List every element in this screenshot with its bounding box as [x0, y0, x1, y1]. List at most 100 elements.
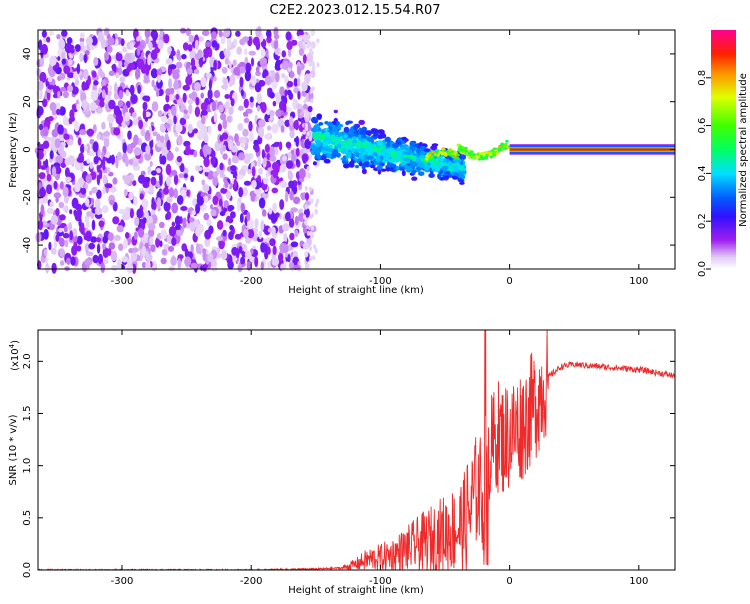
heatmap-cell — [303, 98, 307, 105]
heatmap-cell — [340, 148, 348, 155]
colorbar-tick-label: 0.4 — [697, 165, 708, 181]
heatmap-cell — [79, 32, 85, 39]
heatmap-cell — [154, 31, 159, 39]
heatmap-cell — [93, 56, 99, 66]
heatmap-cell — [55, 234, 60, 242]
heatmap-cell — [190, 175, 195, 183]
heatmap-cell — [50, 139, 56, 151]
heatmap-cell — [45, 265, 51, 271]
heatmap-cell — [219, 162, 224, 171]
heatmap-cell — [211, 150, 216, 159]
heatmap-cell — [212, 171, 219, 178]
heatmap-cell — [104, 95, 109, 101]
heatmap-cell — [268, 207, 273, 215]
snr-panel: -300 -200 -100 0 100 0.0 0.5 1.0 1.5 2.0 Height … — [8, 329, 676, 596]
heatmap-cell — [210, 209, 217, 217]
heatmap-cell — [54, 138, 61, 149]
heatmap-cell — [179, 163, 185, 173]
heatmap-cell — [182, 42, 189, 51]
heatmap-cell — [49, 102, 57, 112]
heatmap-cell — [271, 187, 279, 194]
heatmap-cell — [416, 153, 420, 158]
heatmap-cell — [207, 252, 214, 263]
heatmap-cell — [144, 28, 151, 38]
heatmap-cell — [218, 30, 223, 38]
heatmap-cell — [104, 183, 113, 189]
heatmap-cell — [148, 222, 156, 231]
heatmap-cell — [458, 178, 465, 183]
heatmap-cell — [131, 247, 139, 253]
heatmap-cell — [42, 98, 48, 108]
heatmap-cell — [423, 148, 431, 153]
heatmap-cell — [207, 89, 213, 100]
heatmap-cell — [148, 125, 152, 134]
heatmap-cell — [110, 250, 118, 262]
heatmap-cell — [241, 243, 247, 250]
heatmap-cell — [142, 101, 148, 111]
heatmap-cell — [289, 232, 295, 241]
heatmap-cell — [219, 168, 225, 177]
heatmap-cell — [505, 139, 509, 143]
heatmap-cell — [254, 218, 259, 229]
heatmap-cell — [469, 154, 474, 158]
heatmap-cell — [256, 93, 263, 104]
heatmap-cell — [307, 105, 313, 113]
heatmap-cell — [59, 237, 65, 247]
heatmap-cell — [188, 217, 195, 223]
heatmap-cell — [46, 207, 54, 215]
heatmap-cell — [59, 72, 66, 80]
heatmap-cell — [236, 174, 244, 180]
heatmap-cell — [228, 60, 232, 69]
heatmap-cell — [255, 66, 260, 73]
heatmap-cell — [243, 98, 249, 109]
heatmap-cell — [138, 119, 144, 130]
heatmap-cell — [349, 144, 354, 149]
heatmap-cell — [202, 184, 210, 193]
heatmap-cell — [163, 244, 170, 250]
heatmap-cell — [316, 62, 320, 68]
heatmap-cell — [259, 127, 264, 138]
heatmap-cell — [255, 27, 262, 38]
heatmap-cell — [177, 258, 182, 269]
heatmap-cell — [102, 205, 109, 214]
heatmap-cell — [262, 177, 269, 185]
heatmap-cell — [91, 186, 98, 194]
heatmap-cell — [121, 256, 129, 263]
heatmap-cell — [273, 26, 279, 37]
heatmap-cell — [47, 66, 53, 75]
heatmap-cell — [128, 191, 134, 201]
heatmap-cell — [489, 155, 494, 159]
heatmap-cell — [195, 166, 203, 172]
heatmap-cell — [375, 157, 382, 162]
heatmap-cell — [139, 193, 144, 200]
heatmap-cell — [86, 128, 95, 137]
heatmap-cell — [168, 78, 173, 90]
heatmap-cell — [327, 121, 334, 128]
heatmap-cell — [142, 181, 150, 189]
x-tick-label: -100 — [369, 576, 392, 587]
heatmap-cell — [309, 48, 313, 54]
heatmap-cell — [120, 38, 125, 47]
heatmap-cell — [230, 211, 236, 219]
heatmap-cell — [39, 71, 47, 84]
heatmap-cell — [130, 251, 138, 262]
heatmap-cell — [459, 181, 465, 185]
snr-y-axis-label: SNR (10 * v/v) — [8, 414, 19, 485]
heatmap-cell — [282, 155, 287, 162]
heatmap-cell — [302, 41, 306, 47]
heatmap-cell — [200, 265, 204, 271]
heatmap-cell — [309, 88, 313, 94]
heatmap-cell — [310, 98, 314, 104]
heatmap-cell — [211, 101, 217, 112]
heatmap-cell — [206, 170, 214, 180]
heatmap-cell — [297, 77, 301, 87]
heatmap-cell — [254, 82, 262, 93]
heatmap-cell — [249, 96, 254, 103]
heatmap-cell — [221, 66, 228, 74]
heatmap-cell — [238, 246, 243, 254]
heatmap-cell — [74, 44, 81, 52]
heatmap-cell — [60, 150, 67, 158]
heatmap-cell — [324, 141, 329, 147]
heatmap-cell — [179, 117, 187, 126]
heatmap-cell — [243, 228, 249, 239]
